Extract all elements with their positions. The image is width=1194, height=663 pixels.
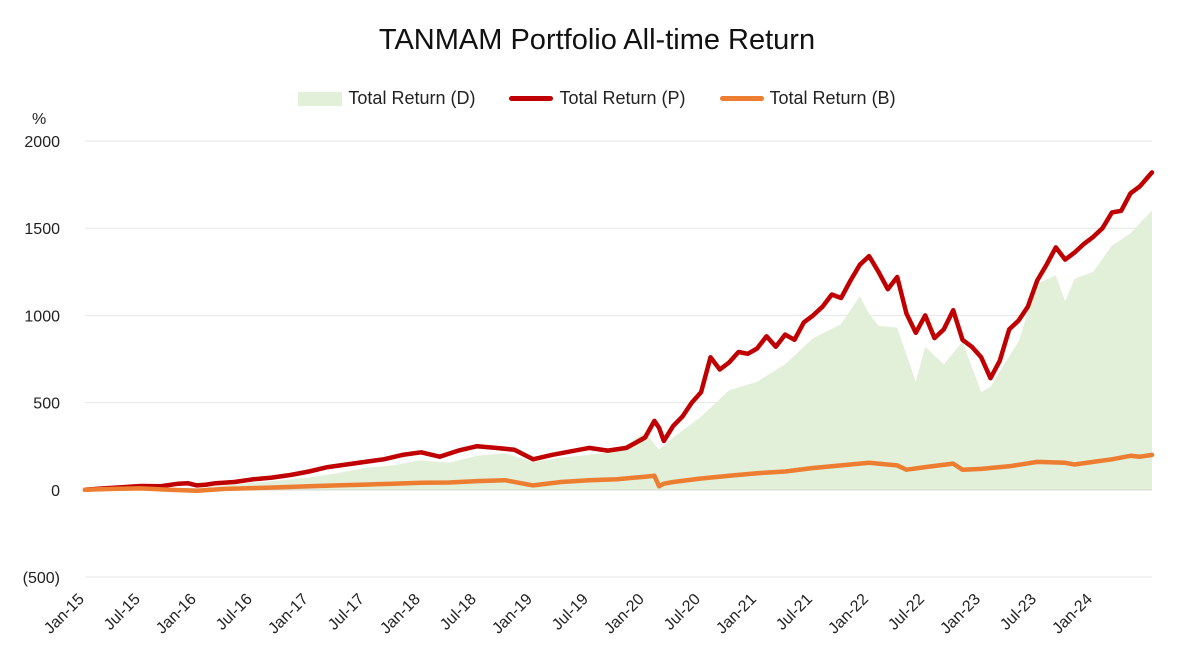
x-tick-label: Jan-16 — [153, 591, 200, 638]
x-tick-label: Jul-16 — [213, 591, 256, 634]
x-tick-label: Jul-21 — [773, 591, 816, 634]
x-tick-label: Jan-15 — [41, 591, 88, 638]
legend-item-p: Total Return (P) — [509, 88, 686, 109]
x-tick-label: Jan-23 — [937, 591, 984, 638]
x-tick-label: Jan-24 — [1049, 591, 1096, 638]
y-tick-label: 1500 — [24, 221, 60, 238]
x-tick-label: Jan-17 — [265, 591, 312, 638]
legend-item-d: Total Return (D) — [298, 88, 475, 109]
y-tick-label: 0 — [51, 483, 60, 500]
y-tick-label: 2000 — [24, 134, 60, 151]
legend-swatch-p — [509, 96, 554, 101]
x-tick-label: Jul-19 — [549, 591, 592, 634]
x-tick-label: Jul-20 — [661, 591, 704, 634]
legend-label-p: Total Return (P) — [559, 88, 686, 108]
x-tick-label: Jul-18 — [437, 591, 480, 634]
series-area-d — [85, 210, 1152, 490]
y-tick-label: (500) — [23, 570, 60, 587]
x-tick-label: Jan-20 — [601, 591, 648, 638]
legend-item-b: Total Return (B) — [719, 88, 896, 109]
x-tick-label: Jan-21 — [713, 591, 760, 638]
chart-title: TANMAM Portfolio All-time Return — [378, 24, 816, 56]
y-tick-label: 1000 — [24, 308, 60, 325]
legend-swatch-d — [298, 91, 343, 106]
x-tick-label: Jan-18 — [377, 591, 424, 638]
x-tick-label: Jul-17 — [325, 591, 368, 634]
legend-label-d: Total Return (D) — [348, 88, 476, 108]
y-axis-unit: % — [32, 111, 47, 128]
x-tick-label: Jul-23 — [997, 591, 1040, 634]
legend-label-b: Total Return (B) — [769, 88, 896, 108]
y-tick-label: 500 — [33, 396, 60, 413]
legend-swatch-b — [719, 96, 764, 101]
x-tick-label: Jan-19 — [489, 591, 536, 638]
legend: Total Return (D) Total Return (P) Total … — [0, 88, 1194, 109]
x-tick-label: Jul-22 — [885, 591, 928, 634]
x-tick-label: Jul-15 — [101, 591, 144, 634]
series-line-p — [82, 170, 1155, 493]
series-line-b — [82, 452, 1155, 493]
x-tick-label: Jan-22 — [825, 591, 872, 638]
